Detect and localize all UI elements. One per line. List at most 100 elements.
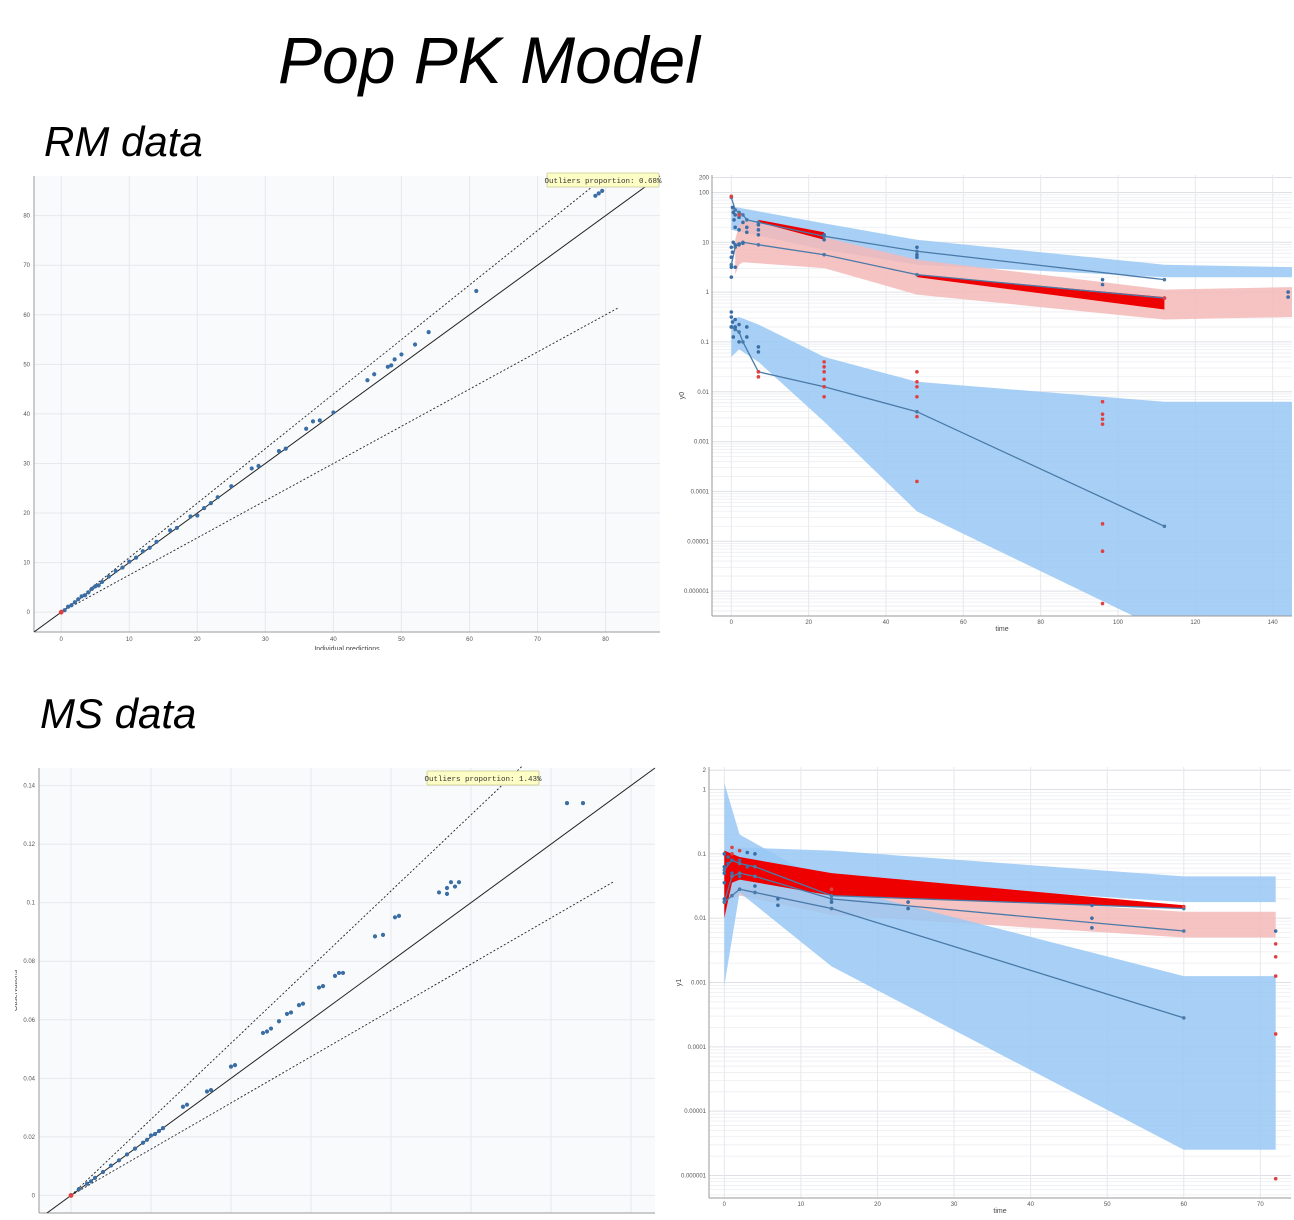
data-point: [316, 985, 322, 990]
observation-point: [733, 242, 737, 247]
data-point: [452, 884, 458, 889]
outlier-point: [822, 365, 826, 369]
ms-vpc-panel: 0 10 20 30 40 50 60 70 0.000001 0.00001 0.0001 0.00…: [673, 762, 1294, 1220]
observation-point: [730, 205, 735, 210]
outlier-area: [916, 274, 1165, 310]
percentile-point: [733, 208, 737, 212]
data-point: [392, 915, 398, 920]
y-tick-label: 2: [703, 768, 707, 774]
data-point: [365, 378, 370, 383]
data-point: [228, 1064, 234, 1069]
observation-point: [1100, 277, 1105, 282]
data-point: [276, 448, 282, 454]
prediction-interval-band-blue: [724, 847, 1276, 903]
y-tick-label: 0.02: [23, 1135, 35, 1141]
outliers-badge: [546, 172, 660, 188]
data-point: [444, 885, 450, 891]
data-point: [249, 466, 254, 471]
observation-point: [1100, 282, 1105, 287]
data-point: [260, 1030, 266, 1036]
observation-point: [737, 874, 742, 879]
data-point: [372, 934, 378, 939]
y-tick-label: 20: [23, 511, 30, 517]
outlier-point: [1100, 601, 1105, 606]
data-point: [300, 1001, 306, 1006]
data-point: [147, 545, 152, 550]
data-point: [65, 604, 71, 609]
plot-area: [46, 766, 656, 1213]
percentile-point: [1181, 929, 1186, 933]
percentile-point: [829, 893, 834, 898]
observation-point: [776, 903, 780, 908]
observation-point: [729, 245, 734, 250]
data-point: [127, 559, 132, 564]
outlier-point: [915, 414, 919, 419]
data-point: [232, 1063, 238, 1068]
outlier-point: [822, 377, 826, 382]
observation-point: [753, 884, 757, 888]
y-tick-label: 0.00001: [684, 1109, 706, 1115]
outlier-point: [756, 370, 761, 374]
x-tick-label: 30: [262, 637, 269, 643]
observation-point: [722, 864, 727, 869]
data-point: [154, 539, 159, 544]
outlier-point: [737, 848, 742, 853]
data-point: [69, 603, 74, 608]
x-tick-label: 40: [330, 637, 337, 643]
data-point: [296, 1003, 302, 1008]
percentile-point: [737, 210, 741, 215]
y-tick-label: 0.1: [27, 901, 36, 907]
observation-point: [722, 852, 727, 856]
y-tick-label: 0.04: [23, 1076, 35, 1082]
percentile-point: [730, 893, 734, 898]
percentile-point: [1162, 277, 1167, 282]
observation-point: [730, 320, 735, 324]
y-tick-label: 0.14: [23, 784, 35, 790]
percentile-point: [741, 213, 745, 217]
y-axis-label: y1: [676, 979, 683, 987]
observation-point: [1286, 290, 1290, 294]
outlier-point: [729, 194, 734, 199]
outlier-point: [822, 370, 826, 374]
x-tick-label: 30: [951, 1202, 958, 1208]
data-point: [184, 1102, 190, 1107]
percentile-point: [737, 330, 741, 334]
data-point: [264, 1029, 270, 1034]
data-point: [396, 913, 402, 918]
data-point: [108, 1163, 114, 1168]
plot-area: [722, 783, 1278, 1181]
observation-point: [729, 310, 734, 314]
outlier-point: [822, 394, 826, 399]
observation-point: [756, 223, 761, 227]
percentile-point: [753, 864, 757, 869]
observation-point: [730, 250, 735, 255]
data-point: [304, 426, 309, 431]
y-tick-label: 80: [23, 214, 30, 220]
data-point: [167, 528, 173, 533]
y-tick-label: 60: [23, 313, 30, 319]
observation-point: [776, 897, 780, 901]
data-point: [320, 984, 326, 989]
data-point: [100, 1169, 106, 1175]
observation-point: [1273, 929, 1278, 933]
data-point: [229, 484, 234, 489]
x-tick-label: 120: [1190, 620, 1201, 626]
outlier-point: [68, 1193, 74, 1198]
observation-point: [822, 232, 826, 237]
prediction-interval-band-pink: [724, 873, 1276, 938]
data-point: [116, 1158, 122, 1163]
data-point: [174, 525, 179, 531]
percentile-point: [756, 220, 761, 225]
prediction-interval-band-pink: [735, 219, 1292, 320]
observation-point: [731, 210, 736, 215]
y-tick-label: 0.00001: [687, 539, 709, 545]
observation-point: [753, 852, 757, 856]
observation-point: [756, 345, 761, 349]
section-rm-label: RM data: [44, 118, 203, 165]
y-tick-label: 100: [699, 190, 710, 196]
outlier-point: [915, 370, 919, 374]
outlier-point: [1100, 399, 1105, 404]
ms-vpc-chart: 0 10 20 30 40 50 60 70 0.000001 0.00001 0.0001 0.00…: [676, 767, 1291, 1215]
data-point: [88, 1179, 94, 1184]
percentile-point: [730, 874, 734, 879]
